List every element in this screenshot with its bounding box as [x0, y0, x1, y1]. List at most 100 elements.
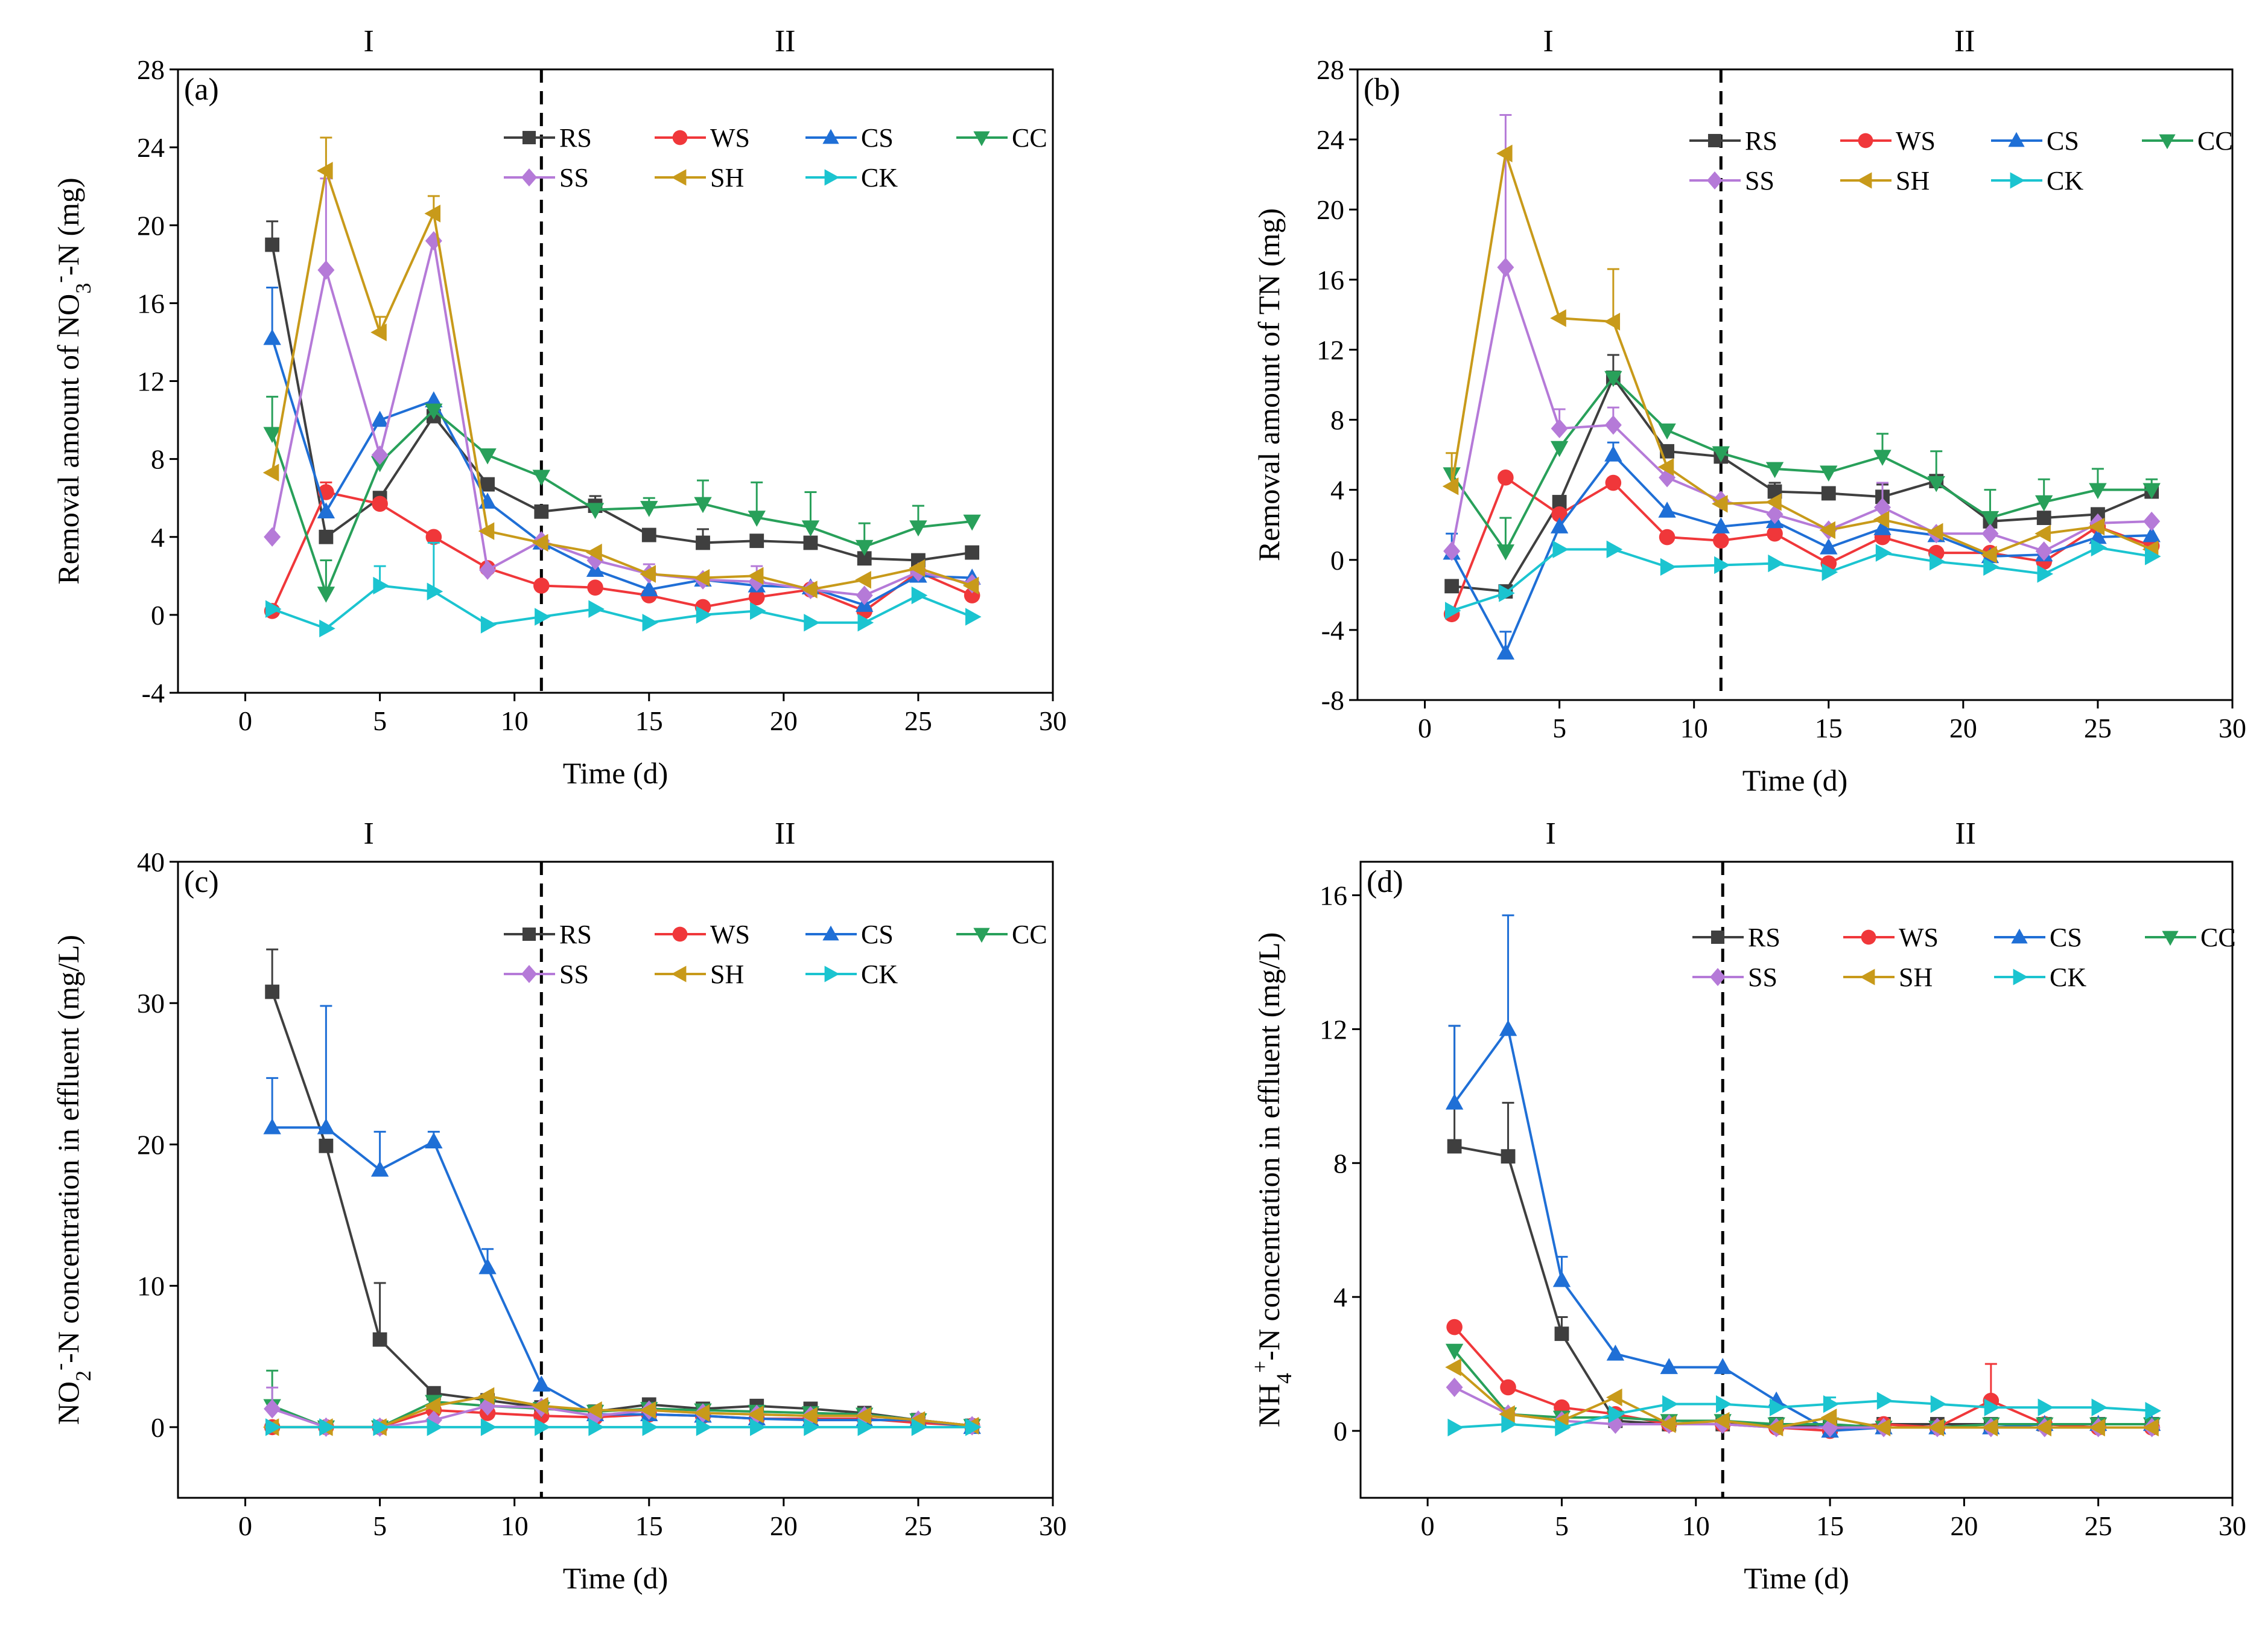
x-tick-label: 10	[501, 1510, 529, 1541]
series-line-CS	[272, 1126, 973, 1428]
series-SH	[262, 136, 979, 599]
data-point-SH	[2089, 1418, 2105, 1437]
data-point-RS	[265, 984, 280, 999]
data-point-SH	[801, 581, 818, 599]
data-point-SH	[1765, 493, 1782, 511]
y-axis-label-suffix: -N (mg)	[51, 177, 85, 275]
x-axis-label: Time (d)	[1742, 763, 1848, 797]
data-point-SH	[1928, 1418, 1945, 1437]
legend-label-CC: CC	[1012, 920, 1047, 949]
x-tick-label: 20	[770, 705, 798, 736]
data-point-SS	[856, 585, 873, 605]
legend-marker-SH	[1860, 969, 1875, 985]
data-point-CK	[2091, 1398, 2108, 1416]
data-point-CK	[2145, 1402, 2162, 1420]
data-point-CC	[1604, 371, 1622, 387]
data-point-CS	[1714, 1358, 1732, 1374]
data-point-CC	[1658, 423, 1676, 440]
data-point-CK	[1662, 1395, 1679, 1413]
y-tick-label: 28	[137, 54, 165, 85]
legend-label-RS: RS	[1745, 126, 1777, 156]
data-point-WS	[1498, 470, 1514, 486]
data-point-RS	[534, 504, 549, 519]
data-point-CK	[1447, 1418, 1464, 1437]
series-line-WS	[1450, 476, 2152, 615]
y-tick-label: 24	[1317, 124, 1344, 155]
data-point-SH	[2035, 524, 2051, 543]
legend: RS WS CS CC SS SH CK	[1689, 126, 2233, 196]
panel-label: (d)	[1367, 865, 1403, 899]
legend-marker-CS	[822, 129, 839, 144]
data-point-SH	[640, 565, 656, 583]
data-point-WS	[372, 495, 388, 512]
data-point-SH	[909, 559, 926, 578]
plot-frame	[177, 68, 1054, 694]
legend-marker-SS	[1707, 171, 1723, 189]
x-axis-label: Time (d)	[1744, 1561, 1849, 1595]
data-point-CK	[1983, 558, 2000, 576]
series-CK	[265, 541, 982, 638]
legend-marker-WS	[1858, 133, 1873, 148]
x-tick-label: 15	[635, 1510, 663, 1541]
data-point-CS	[1820, 538, 1838, 555]
y-tick-label: 8	[1333, 1148, 1347, 1179]
series-line-WS	[1453, 1326, 2152, 1433]
legend-label-CS: CS	[861, 920, 894, 949]
series-SH	[1445, 1358, 2159, 1437]
x-tick-label: 30	[1039, 705, 1067, 736]
data-point-SH	[1496, 144, 1513, 163]
series-RS	[1447, 1025, 2159, 1435]
series-line-CK	[1454, 1399, 2152, 1429]
y-tick-label: 0	[151, 1412, 165, 1443]
legend-marker-WS	[672, 130, 688, 145]
y-axis-label-subscript: 2	[71, 1370, 95, 1381]
data-point-SH	[855, 1407, 871, 1425]
series-line-RS	[1451, 375, 2152, 593]
y-tick-label: 16	[1317, 264, 1344, 295]
legend-marker-RS	[522, 130, 536, 145]
series-CC	[1443, 371, 2161, 561]
data-point-SH	[586, 1401, 602, 1419]
data-point-RS	[319, 529, 334, 544]
data-point-CC	[586, 503, 605, 519]
legend-marker-CK	[824, 169, 840, 186]
legend-marker-WS	[1861, 929, 1876, 945]
data-point-CS	[2143, 526, 2161, 543]
data-point-RS	[480, 477, 495, 492]
y-axis-label: NH4+-N concentration in effluent (mg/L)	[1248, 932, 1296, 1427]
data-point-WS	[425, 529, 442, 546]
data-point-RS	[1501, 1149, 1516, 1164]
data-point-CC	[1927, 476, 1945, 492]
data-point-CC	[1712, 446, 1730, 463]
legend-marker-CC	[2162, 931, 2179, 946]
legend-marker-CS	[822, 925, 839, 941]
legend-marker-CC	[2159, 134, 2176, 150]
data-point-SH	[424, 205, 441, 223]
data-point-SH	[962, 576, 979, 595]
data-point-WS	[533, 578, 550, 594]
data-point-SS	[264, 527, 281, 547]
data-point-CK	[1875, 544, 1892, 562]
data-point-SS	[1604, 415, 1622, 435]
x-tick-label: 15	[635, 705, 663, 736]
legend-marker-CK	[2013, 969, 2028, 985]
data-point-CK	[1609, 1405, 1625, 1424]
data-point-SH	[478, 522, 495, 540]
legend-label-SH: SH	[710, 960, 744, 989]
data-point-CK	[750, 1418, 766, 1436]
y-tick-label: 8	[1330, 405, 1344, 436]
data-point-SS	[264, 1399, 281, 1419]
data-point-CK	[1930, 552, 1946, 571]
data-point-CS	[1873, 519, 1892, 535]
legend-label-WS: WS	[1896, 126, 1936, 156]
legend-label-SS: SS	[559, 960, 589, 989]
data-point-SH	[693, 568, 710, 587]
y-axis-label-suffix: -N concentration in effluent (mg/L)	[1252, 932, 1286, 1361]
data-point-SS	[748, 571, 766, 592]
data-point-RS	[965, 545, 980, 560]
data-point-WS	[1500, 1379, 1516, 1396]
data-point-SH	[1659, 1415, 1676, 1433]
data-point-CC	[1981, 511, 2000, 527]
data-point-WS	[748, 589, 765, 606]
series-line-SH	[1450, 153, 2152, 556]
